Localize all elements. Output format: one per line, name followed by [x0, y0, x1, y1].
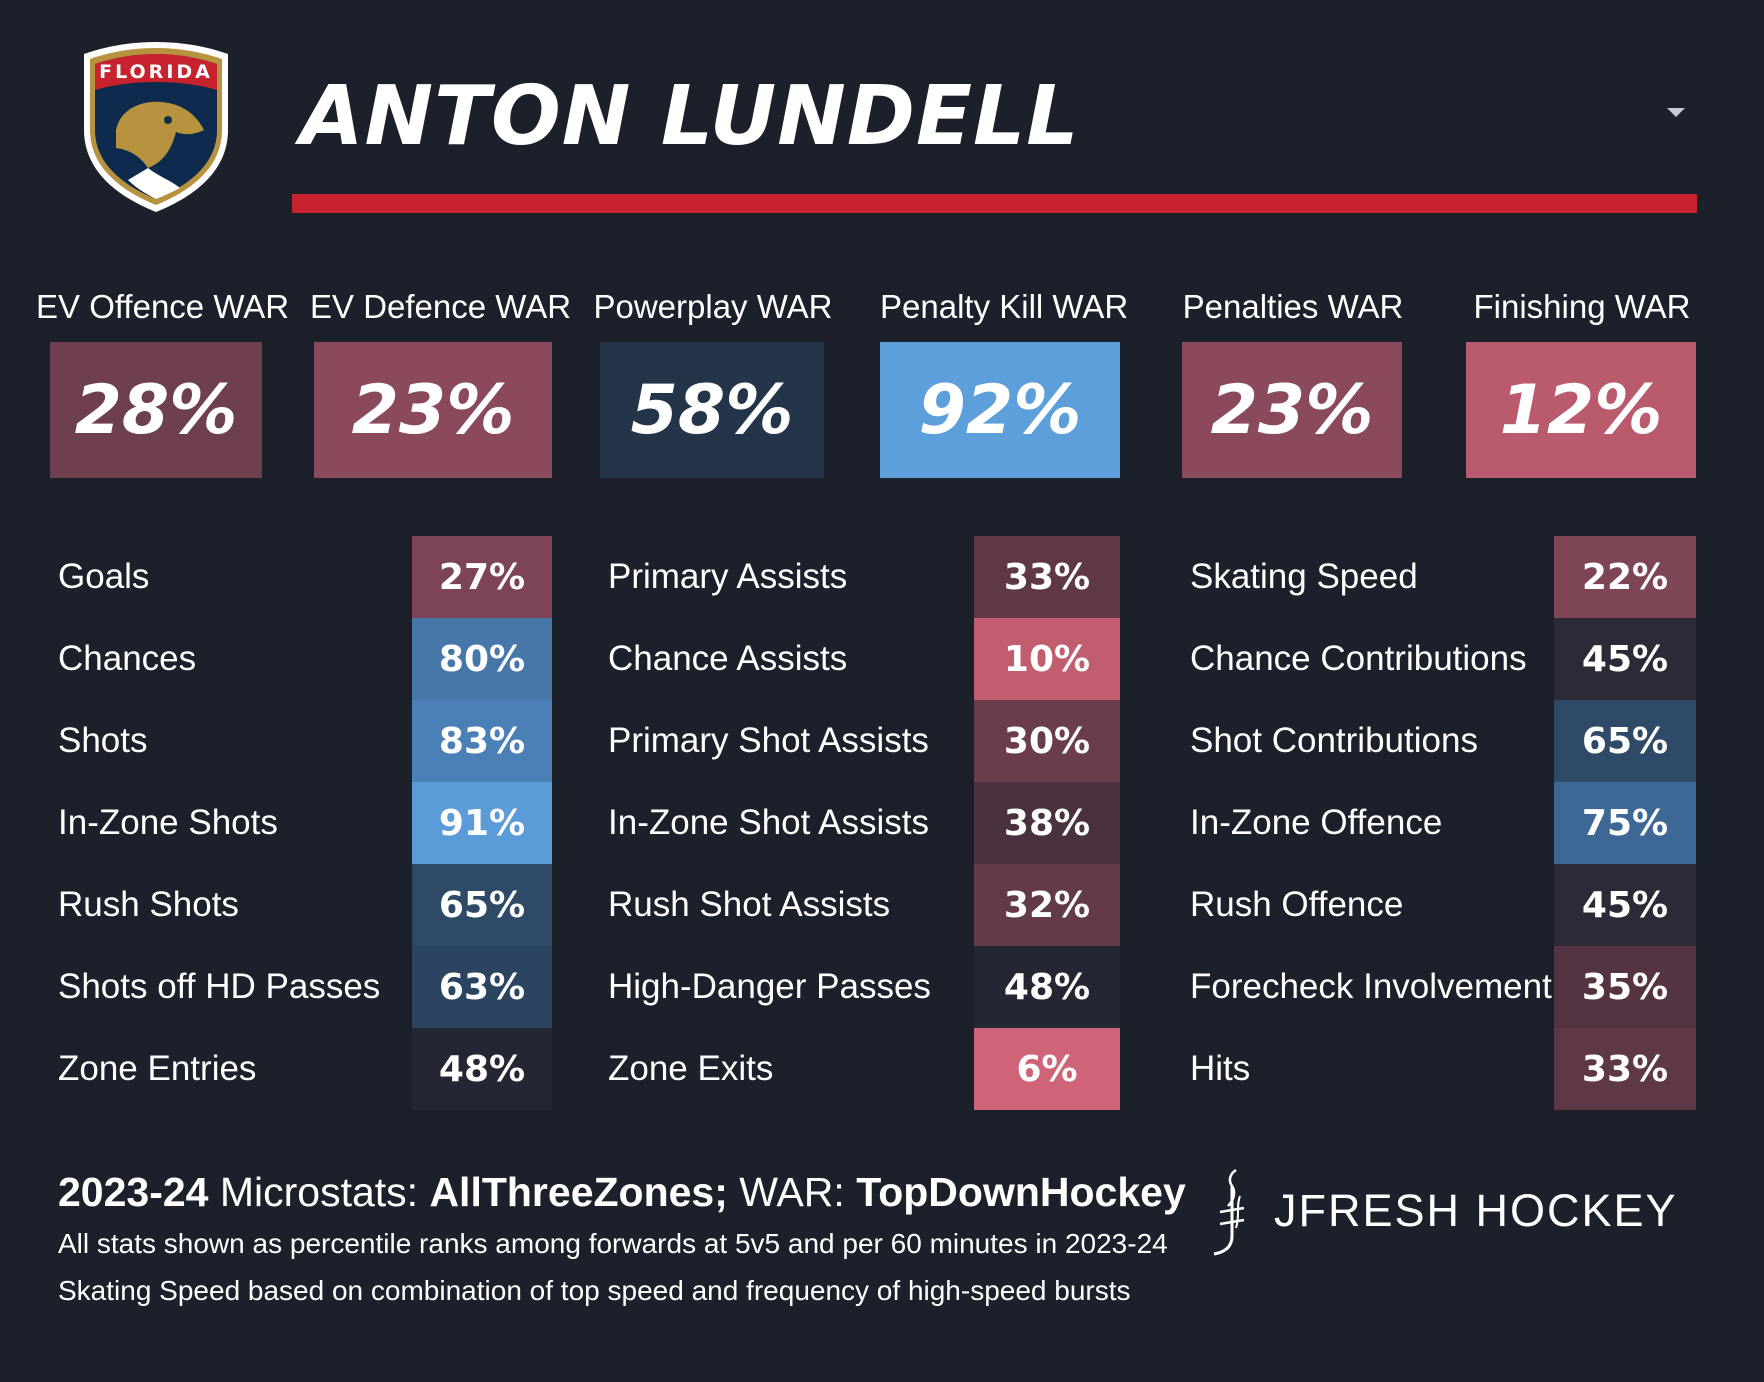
season: 2023-24 — [58, 1169, 209, 1215]
war-source: TopDownHockey — [856, 1169, 1186, 1215]
stat-label: Primary Shot Assists — [608, 721, 929, 760]
stat-percentile: 6% — [974, 1028, 1120, 1110]
war-label: Finishing WAR — [1473, 288, 1691, 325]
war-label: EV Defence WAR — [310, 288, 572, 325]
stat-percentile: 22% — [1554, 536, 1696, 618]
war-label: EV Offence WAR — [36, 288, 290, 325]
stat-label: Chance Assists — [608, 639, 848, 678]
stat-label: Goals — [58, 557, 150, 596]
data-sources: 2023-24 Microstats: AllThreeZones; WAR: … — [58, 1166, 1186, 1218]
stat-label: Shot Contributions — [1190, 721, 1478, 760]
war-tile: 23% — [1182, 342, 1402, 478]
stat-label: Rush Shots — [58, 885, 239, 924]
title-underline — [292, 194, 1697, 213]
player-name: ANTON LUNDELL — [300, 69, 1080, 164]
war-source-label: WAR: — [727, 1169, 857, 1215]
stat-percentile: 10% — [974, 618, 1120, 700]
war-tile: 12% — [1466, 342, 1696, 478]
stat-label: In-Zone Shot Assists — [608, 803, 929, 842]
stat-percentile: 33% — [1554, 1028, 1696, 1110]
chevron-down-icon[interactable] — [1667, 108, 1685, 117]
stat-percentile: 65% — [1554, 700, 1696, 782]
stat-label: Forecheck Involvement — [1190, 967, 1552, 1006]
stat-label: In-Zone Offence — [1190, 803, 1443, 842]
stat-label: Skating Speed — [1190, 557, 1418, 596]
war-tile: 92% — [880, 342, 1120, 478]
stat-percentile: 48% — [974, 946, 1120, 1028]
stat-label: Shots off HD Passes — [58, 967, 381, 1006]
footnote-percentiles: All stats shown as percentile ranks amon… — [58, 1228, 1168, 1259]
war-tile: 58% — [600, 342, 824, 478]
jfresh-hockey-mark-icon — [1213, 1168, 1245, 1256]
stat-percentile: 30% — [974, 700, 1120, 782]
stat-label: Zone Entries — [58, 1049, 257, 1088]
stat-label: Rush Offence — [1190, 885, 1404, 924]
stat-label: Shots — [58, 721, 148, 760]
stat-percentile: 91% — [412, 782, 552, 864]
stat-percentile: 48% — [412, 1028, 552, 1110]
microstats-label: Microstats: — [208, 1169, 430, 1215]
stat-percentile: 35% — [1554, 946, 1696, 1028]
stat-label: Hits — [1190, 1049, 1251, 1088]
stat-label: In-Zone Shots — [58, 803, 278, 842]
microstats-source: AllThreeZones; — [429, 1169, 728, 1215]
stat-label: Chances — [58, 639, 197, 678]
war-label: Penalties WAR — [1182, 288, 1404, 325]
stat-percentile: 27% — [412, 536, 552, 618]
war-label: Penalty Kill WAR — [880, 288, 1129, 325]
war-tile: 28% — [50, 342, 262, 478]
war-label: Powerplay WAR — [593, 288, 833, 325]
stat-percentile: 75% — [1554, 782, 1696, 864]
brand-name: JFRESH HOCKEY — [1274, 1185, 1678, 1236]
stat-percentile: 83% — [412, 700, 552, 782]
stat-percentile: 80% — [412, 618, 552, 700]
stat-label: Zone Exits — [608, 1049, 774, 1088]
stat-percentile: 38% — [974, 782, 1120, 864]
stat-percentile: 33% — [974, 536, 1120, 618]
team-logo-icon: FLORIDA — [84, 42, 228, 212]
stat-percentile: 63% — [412, 946, 552, 1028]
war-tile: 23% — [314, 342, 552, 478]
team-logo-text: FLORIDA — [99, 61, 213, 83]
stat-label: Chance Contributions — [1190, 639, 1527, 678]
footnote-skating: Skating Speed based on combination of to… — [58, 1275, 1131, 1306]
stat-percentile: 32% — [974, 864, 1120, 946]
stat-percentile: 65% — [412, 864, 552, 946]
stat-percentile: 45% — [1554, 864, 1696, 946]
stat-percentile: 45% — [1554, 618, 1696, 700]
stat-label: High-Danger Passes — [608, 967, 931, 1006]
stat-label: Rush Shot Assists — [608, 885, 891, 924]
stat-label: Primary Assists — [608, 557, 848, 596]
